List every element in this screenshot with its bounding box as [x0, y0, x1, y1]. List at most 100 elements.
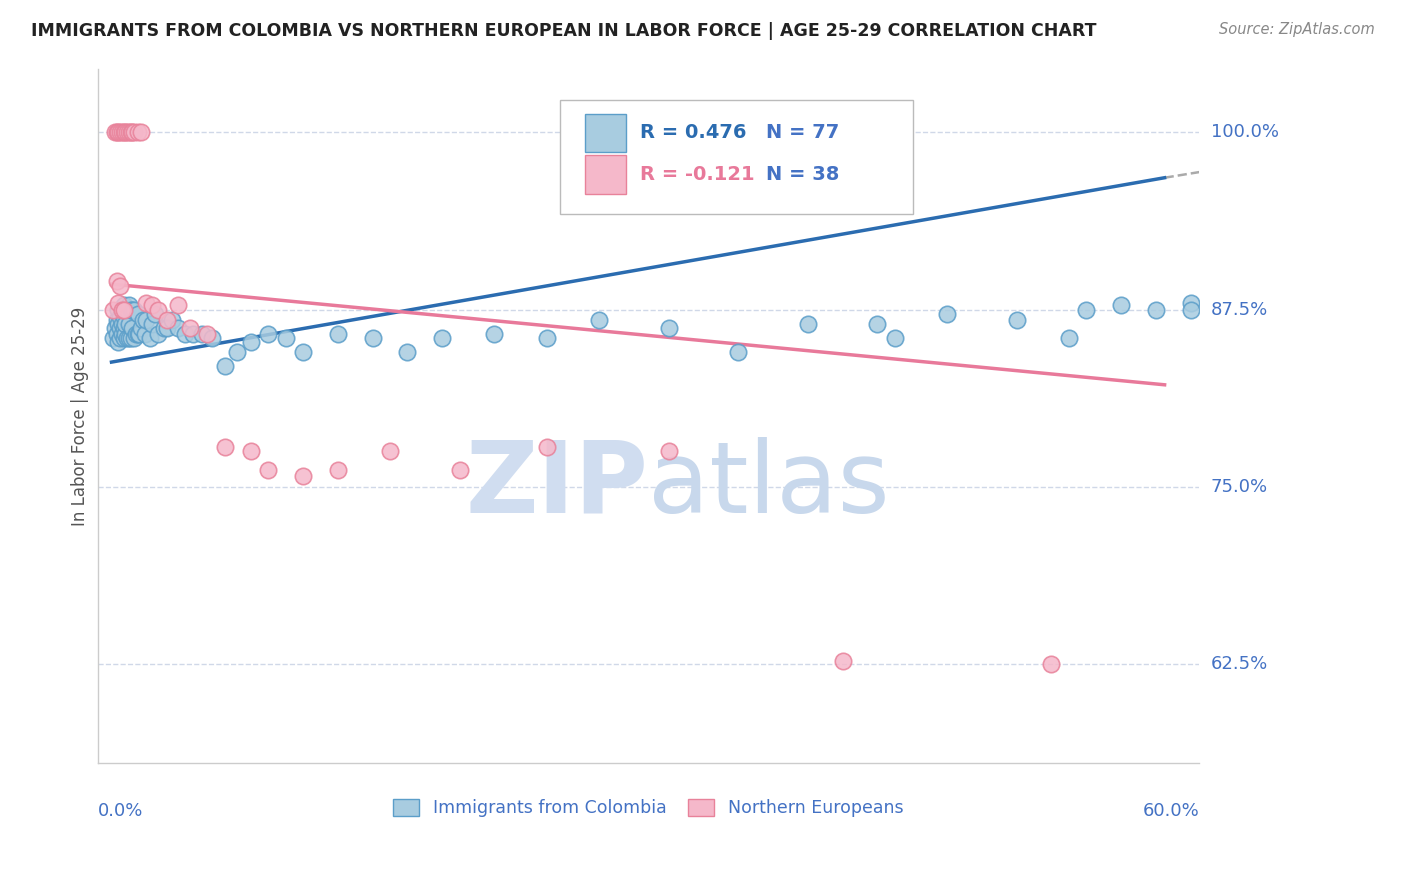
Point [111, 326, 134, 341]
Point [166, 321, 188, 335]
Point [239, 444, 262, 458]
Point [831, 654, 853, 668]
Point [107, 317, 129, 331]
Point [191, 326, 214, 341]
Point [588, 312, 610, 326]
Point [118, 125, 141, 139]
Legend: Immigrants from Colombia, Northern Europeans: Immigrants from Colombia, Northern Europ… [387, 791, 911, 824]
Point [432, 331, 454, 345]
Point [120, 331, 142, 345]
Text: 75.0%: 75.0% [1211, 478, 1268, 496]
Point [291, 345, 314, 359]
Text: IMMIGRANTS FROM COLOMBIA VS NORTHERN EUROPEAN IN LABOR FORCE | AGE 25-29 CORRELA: IMMIGRANTS FROM COLOMBIA VS NORTHERN EUR… [31, 22, 1097, 40]
Text: 62.5%: 62.5% [1211, 656, 1268, 673]
Point [214, 359, 236, 374]
Point [121, 302, 143, 317]
Point [1057, 331, 1080, 345]
Point [112, 331, 135, 345]
Point [127, 326, 149, 341]
Point [104, 125, 127, 139]
Point [111, 302, 134, 317]
Text: 100.0%: 100.0% [1211, 123, 1278, 141]
Point [125, 326, 148, 341]
Point [936, 307, 959, 321]
Point [1180, 302, 1202, 317]
Point [115, 125, 138, 139]
Point [1040, 657, 1063, 672]
Point [152, 321, 174, 335]
Point [120, 302, 142, 317]
Point [107, 295, 129, 310]
Point [378, 444, 401, 458]
Point [118, 298, 141, 312]
Point [127, 125, 149, 139]
Point [107, 335, 129, 350]
Point [195, 326, 218, 341]
Point [112, 310, 135, 324]
Point [866, 317, 889, 331]
Point [121, 321, 143, 335]
Point [107, 125, 129, 139]
Point [103, 302, 125, 317]
Point [112, 125, 135, 139]
Point [148, 302, 170, 317]
Point [122, 331, 145, 345]
Point [201, 331, 224, 345]
Point [883, 331, 905, 345]
Point [111, 317, 134, 331]
Point [727, 345, 749, 359]
Point [129, 125, 152, 139]
Point [657, 444, 679, 458]
Text: ZIP: ZIP [465, 437, 648, 534]
Point [257, 463, 280, 477]
Point [239, 335, 262, 350]
Point [108, 321, 131, 335]
Point [103, 331, 125, 345]
Point [141, 298, 163, 312]
Point [1180, 295, 1202, 310]
Point [179, 321, 201, 335]
Point [114, 326, 136, 341]
Point [257, 326, 280, 341]
Point [536, 440, 558, 454]
Point [536, 331, 558, 345]
Point [120, 125, 142, 139]
Point [107, 302, 129, 317]
Point [1076, 302, 1098, 317]
Point [122, 125, 145, 139]
Point [111, 125, 134, 139]
Point [115, 302, 138, 317]
Text: N = 38: N = 38 [766, 165, 839, 184]
Text: R = -0.121: R = -0.121 [640, 165, 754, 184]
Point [105, 326, 128, 341]
Text: 87.5%: 87.5% [1211, 301, 1268, 318]
Point [225, 345, 247, 359]
Point [128, 326, 150, 341]
Point [139, 331, 162, 345]
Point [114, 302, 136, 317]
Point [1109, 298, 1132, 312]
Point [112, 321, 135, 335]
Point [104, 321, 127, 335]
Point [122, 302, 145, 317]
Point [449, 463, 471, 477]
Point [114, 317, 136, 331]
Point [326, 463, 349, 477]
Point [112, 298, 135, 312]
Point [148, 326, 170, 341]
Point [135, 312, 157, 326]
Text: N = 77: N = 77 [766, 123, 839, 143]
Point [112, 302, 135, 317]
Point [484, 326, 506, 341]
Point [135, 295, 157, 310]
Point [657, 321, 679, 335]
Point [118, 317, 141, 331]
Y-axis label: In Labor Force | Age 25-29: In Labor Force | Age 25-29 [72, 306, 89, 525]
Point [105, 274, 128, 288]
Point [1005, 312, 1028, 326]
Point [181, 326, 204, 341]
Point [108, 331, 131, 345]
Point [105, 125, 128, 139]
Point [111, 302, 134, 317]
Point [108, 278, 131, 293]
